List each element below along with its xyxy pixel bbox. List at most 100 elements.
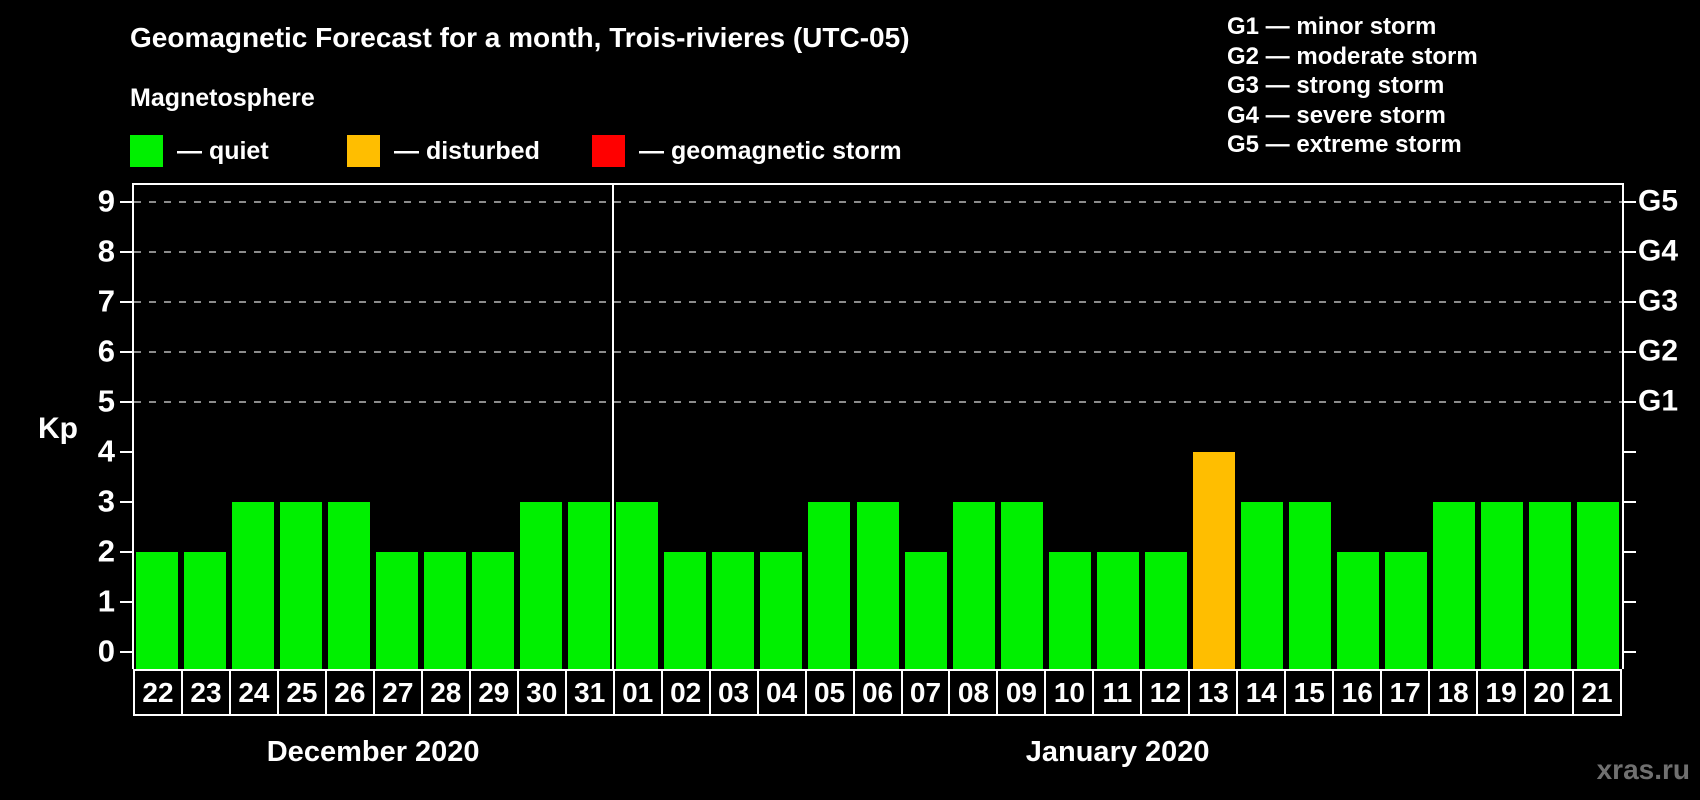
chart-title: Geomagnetic Forecast for a month, Trois-… bbox=[130, 22, 910, 53]
kp-bar-day-14 bbox=[1240, 502, 1283, 669]
kp-bar-day-22 bbox=[136, 552, 179, 669]
day-label-04: 04 bbox=[759, 671, 807, 714]
day-label-07: 07 bbox=[903, 671, 951, 714]
day-label-20: 20 bbox=[1526, 671, 1575, 714]
kp-tick-label-5: 5 bbox=[97, 383, 115, 419]
watermark: xras.ru bbox=[1596, 754, 1690, 785]
right-tick-kp-4 bbox=[1624, 451, 1636, 453]
kp-tick-label-4: 4 bbox=[97, 433, 115, 469]
legend-heading: Magnetosphere bbox=[130, 84, 315, 112]
right-tick-kp-3 bbox=[1624, 501, 1636, 503]
day-label-08: 08 bbox=[950, 671, 999, 714]
left-tick-kp-7 bbox=[120, 301, 132, 303]
kp-bar-day-03 bbox=[712, 552, 755, 669]
g-axis-label-G3: G3 bbox=[1638, 284, 1679, 318]
kp-tick-label-2: 2 bbox=[97, 533, 115, 569]
kp-bar-day-27 bbox=[376, 552, 419, 669]
right-tick-kp-7 bbox=[1624, 301, 1636, 303]
kp-bar-day-28 bbox=[424, 552, 467, 669]
g-scale-legend-line: G1 — minor storm bbox=[1227, 13, 1437, 40]
kp-bar-day-13 bbox=[1192, 452, 1235, 669]
day-label-02: 02 bbox=[663, 671, 711, 714]
left-tick-kp-3 bbox=[120, 501, 132, 503]
day-label-11: 11 bbox=[1094, 671, 1143, 714]
kp-bar-day-19 bbox=[1480, 502, 1523, 669]
month-label: January 2020 bbox=[1025, 736, 1210, 768]
day-label-12: 12 bbox=[1142, 671, 1191, 714]
day-label-19: 19 bbox=[1478, 671, 1527, 714]
right-tick-kp-6 bbox=[1624, 351, 1636, 353]
kp-bar-day-15 bbox=[1288, 502, 1331, 669]
left-tick-kp-8 bbox=[120, 251, 132, 253]
kp-bar-day-08 bbox=[952, 502, 995, 669]
kp-bar-day-16 bbox=[1336, 552, 1379, 669]
legend-item-storm: — geomagnetic storm bbox=[592, 135, 902, 167]
kp-bar-day-21 bbox=[1576, 502, 1619, 669]
gridline-kp-6 bbox=[134, 351, 1622, 353]
day-label-16: 16 bbox=[1334, 671, 1383, 714]
kp-bar-day-10 bbox=[1048, 552, 1091, 669]
day-label-17: 17 bbox=[1382, 671, 1431, 714]
kp-tick-label-3: 3 bbox=[97, 483, 115, 519]
day-label-30: 30 bbox=[519, 671, 567, 714]
kp-tick-label-1: 1 bbox=[97, 583, 115, 619]
g-axis-label-G1: G1 bbox=[1638, 384, 1679, 418]
kp-bar-day-06 bbox=[856, 502, 899, 669]
g-axis-label-G4: G4 bbox=[1638, 234, 1679, 268]
kp-bar-day-23 bbox=[184, 552, 227, 669]
left-tick-kp-6 bbox=[120, 351, 132, 353]
day-label-28: 28 bbox=[423, 671, 471, 714]
kp-bar-day-31 bbox=[568, 502, 611, 669]
kp-tick-label-9: 9 bbox=[97, 183, 115, 219]
day-label-21: 21 bbox=[1581, 676, 1613, 708]
legend-item-label: — quiet bbox=[177, 136, 269, 165]
day-label-06: 06 bbox=[855, 671, 903, 714]
day-label-26: 26 bbox=[327, 671, 375, 714]
right-tick-kp-0 bbox=[1624, 651, 1636, 653]
g-axis-label-G2: G2 bbox=[1638, 334, 1679, 368]
day-label-18: 18 bbox=[1430, 671, 1479, 714]
kp-bar-day-01 bbox=[616, 502, 659, 669]
legend-item-quiet: — quiet bbox=[130, 135, 269, 167]
day-axis-row: 22 23 24 25 26 27 28 29 30 31 01 02 03 04 05 06 07 08 09 10… bbox=[133, 669, 1622, 716]
left-tick-kp-1 bbox=[120, 601, 132, 603]
kp-bar-day-09 bbox=[1000, 502, 1043, 669]
kp-bar-day-04 bbox=[760, 552, 803, 669]
left-tick-kp-5 bbox=[120, 401, 132, 403]
day-label-01: 01 bbox=[615, 671, 663, 714]
kp-bar-day-24 bbox=[232, 502, 275, 669]
left-tick-kp-0 bbox=[120, 651, 132, 653]
left-tick-kp-9 bbox=[120, 201, 132, 203]
kp-bar-day-07 bbox=[904, 552, 947, 669]
left-tick-kp-4 bbox=[120, 451, 132, 453]
kp-axis-title: Kp bbox=[38, 412, 78, 445]
day-label-09: 09 bbox=[998, 671, 1047, 714]
month-label: December 2020 bbox=[266, 736, 480, 768]
legend-item-label: — disturbed bbox=[394, 136, 540, 165]
day-label-24: 24 bbox=[231, 671, 279, 714]
kp-bar-day-11 bbox=[1096, 552, 1139, 669]
g-scale-legend-line: G2 — moderate storm bbox=[1227, 42, 1478, 70]
day-label-15: 15 bbox=[1286, 671, 1335, 714]
month-divider-line bbox=[612, 183, 615, 669]
g-scale-legend-line: G4 — severe storm bbox=[1227, 101, 1446, 129]
gridline-kp-7 bbox=[134, 301, 1622, 303]
storm-swatch-icon bbox=[592, 135, 625, 167]
day-label-29: 29 bbox=[471, 671, 519, 714]
kp-bar-day-25 bbox=[280, 502, 323, 669]
g-scale-legend-line: G3 — strong storm bbox=[1227, 72, 1445, 99]
day-label-10: 10 bbox=[1046, 671, 1095, 714]
plot-frame bbox=[132, 183, 1624, 669]
kp-bar-day-30 bbox=[520, 502, 563, 669]
day-label-13: 13 bbox=[1190, 671, 1239, 714]
legend-item-label: — geomagnetic storm bbox=[639, 136, 902, 165]
day-label-23: 23 bbox=[183, 671, 231, 714]
g-scale-legend: G1 — minor storm G2 — moderate storm G3 — … bbox=[1227, 12, 1478, 160]
gridline-kp-9 bbox=[134, 201, 1622, 203]
kp-tick-label-6: 6 bbox=[97, 333, 115, 369]
legend-item-disturbed: — disturbed bbox=[347, 135, 540, 167]
kp-bar-day-17 bbox=[1384, 552, 1427, 669]
quiet-swatch-icon bbox=[130, 135, 163, 167]
day-label-22: 22 bbox=[135, 671, 183, 714]
